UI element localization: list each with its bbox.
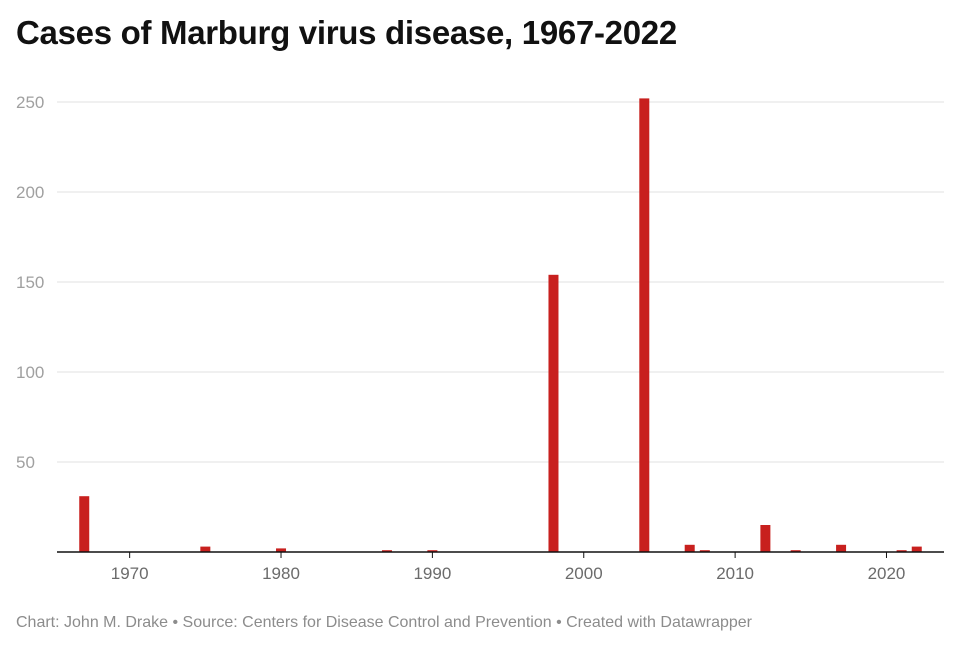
bar xyxy=(200,546,211,552)
bar xyxy=(79,496,90,552)
bar-chart: 50 100 150 200 250 1970 1980 1990 2000 2010 2020 xyxy=(16,93,944,583)
x-tick-label: 1970 xyxy=(111,564,149,583)
y-tick-label: 50 xyxy=(16,453,35,472)
y-tick-label: 200 xyxy=(16,183,44,202)
y-tick-label: 250 xyxy=(16,93,44,112)
x-tick-label: 1990 xyxy=(413,564,451,583)
bar xyxy=(427,550,438,552)
y-axis-ticks: 50 100 150 200 250 xyxy=(16,93,44,472)
y-tick-label: 150 xyxy=(16,273,44,292)
bar xyxy=(276,548,287,552)
bar xyxy=(790,550,801,552)
bars xyxy=(79,98,922,553)
x-tick-label: 2020 xyxy=(868,564,906,583)
bar xyxy=(699,550,710,552)
bar xyxy=(548,274,559,552)
chart-title: Cases of Marburg virus disease, 1967-202… xyxy=(16,14,677,51)
x-tick-label: 1980 xyxy=(262,564,300,583)
bar xyxy=(911,546,922,552)
bar xyxy=(836,544,847,552)
x-axis: 1970 1980 1990 2000 2010 2020 xyxy=(57,551,944,583)
x-tick-label: 2000 xyxy=(565,564,603,583)
chart-footer: Chart: John M. Drake • Source: Centers f… xyxy=(16,614,752,631)
bar xyxy=(381,550,392,552)
bar xyxy=(639,98,650,553)
bar xyxy=(760,525,771,552)
gridlines xyxy=(57,101,944,463)
x-tick-label: 2010 xyxy=(716,564,754,583)
y-tick-label: 100 xyxy=(16,363,44,382)
bar xyxy=(896,550,907,552)
bar xyxy=(684,544,695,552)
